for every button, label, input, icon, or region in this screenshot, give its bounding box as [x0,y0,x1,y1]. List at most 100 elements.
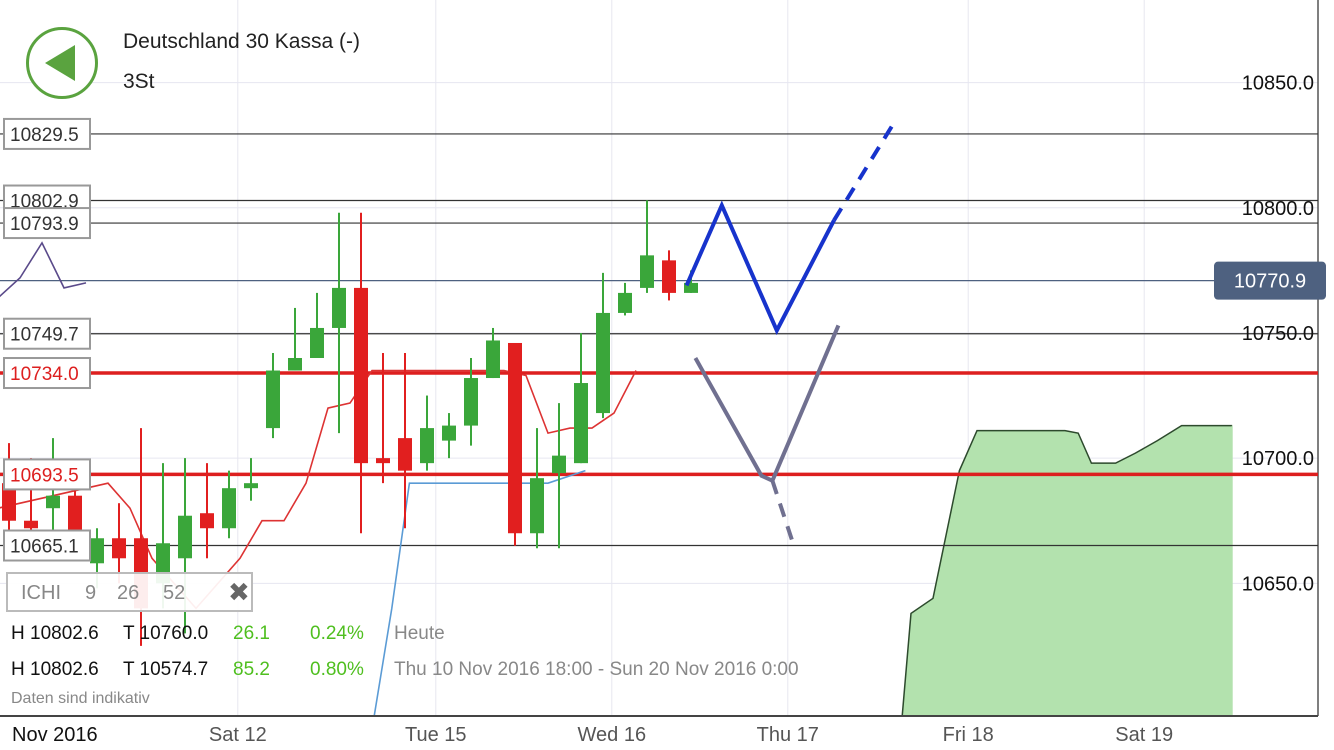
stat-change: 0.24% [310,623,364,644]
horizontal-levels [0,133,1318,547]
candle-up [596,272,610,419]
stat-period: Heute [394,623,445,644]
level-tag-label: 10665.1 [10,537,79,558]
candle-body [552,455,566,474]
level-tag-box [3,458,91,491]
candle-body [486,340,500,379]
indicator-box[interactable]: ICHI 9 26 52 ✖ [6,572,253,612]
stat-low: T 10760.0 [123,623,209,644]
y-tick-label: 10850.0 [1242,73,1314,95]
candle-body [2,483,16,521]
y-tick-label: 10700.0 [1242,448,1314,470]
candle-up [222,470,236,539]
x-tick-label: Sat 12 [209,724,267,746]
level-tag-box [3,207,91,240]
level-tag: 10829.5 [3,117,91,150]
indicator-line [373,469,586,717]
indicator-param: 52 [163,582,186,604]
stat-change: 0.80% [310,659,364,680]
stat-low: T 10574.7 [123,659,209,680]
candle-body [68,495,82,534]
current-price-tag: 10770.9 [1214,261,1326,300]
level-tag-box [3,357,91,390]
level-tag-box [3,529,91,562]
indicator-param: 9 [85,582,97,604]
stat-high: H 10802.6 [11,623,99,644]
level-tag: 10693.5 [3,458,91,491]
candle-body [464,378,478,426]
x-tick-label: Thu 17 [757,724,819,746]
candle-down [398,352,412,529]
stat-range: 85.2 [233,659,270,680]
projection-lines [684,119,898,542]
instrument-title: Deutschland 30 Kassa (-) [123,30,360,53]
candle-body [662,260,676,293]
candle-body [420,428,434,464]
level-tag-label: 10749.7 [10,325,79,346]
back-arrow-icon [45,45,75,81]
candle-body [618,292,632,313]
projection-dashed [770,480,795,542]
indicator-name: ICHI [21,582,61,604]
candle-body [332,287,346,328]
candle-body [508,342,522,534]
cloud-area [902,425,1233,716]
candle-down [112,503,126,584]
disclaimer-text: Daten sind indikativ [11,690,150,707]
candle-body [596,312,610,414]
close-icon[interactable]: ✖ [228,577,250,607]
candle-body [244,483,258,489]
candle-body [90,538,104,564]
x-tick-label: Fri 18 [943,724,994,746]
x-tick-label: Wed 16 [578,724,647,746]
x-tick-label: Tue 15 [405,724,467,746]
projection-line [693,324,841,484]
candle-down [508,342,522,546]
candle-up [266,352,280,439]
level-tag: 10734.0 [3,357,91,390]
projection-dashed [832,119,898,222]
back-button[interactable] [26,27,98,99]
level-tag-label: 10734.0 [10,364,79,385]
level-tag: 10793.9 [3,207,91,240]
x-tick-label: Nov 2016 [12,724,98,746]
candle-up [640,200,654,293]
candle-body [354,287,368,464]
level-tag-box [3,317,91,350]
candle-body [266,370,280,429]
indicator-line [0,241,87,298]
candle-down [134,428,148,646]
ichimoku-cloud [901,424,1233,717]
candle-down [376,352,390,484]
candles [2,200,698,646]
candle-body [288,358,302,371]
candle-up [420,395,434,471]
candle-body [640,255,654,288]
level-tag: 10665.1 [3,529,91,562]
candle-body [398,438,412,471]
timeframe-label[interactable]: 3St [123,70,155,93]
candle-up [288,307,302,371]
candle-body [200,513,214,529]
candle-down [200,463,214,559]
candle-body [530,478,544,534]
level-tags: 10829.510802.910793.910749.710734.010693… [3,117,91,562]
candle-body [222,488,236,529]
candle-up [332,212,346,434]
candle-up [310,292,324,358]
projection-line [684,200,836,336]
stat-range: 26.1 [233,623,270,644]
candle-up [574,332,588,464]
candle-up [244,458,258,501]
candle-up [530,428,544,549]
level-tag-label: 10693.5 [10,465,79,486]
candle-body [178,515,192,559]
cloud-edge [901,424,1233,717]
level-tag-label: 10793.9 [10,214,79,235]
candle-body [442,425,456,441]
x-axis-background [0,717,1334,750]
current-price-label: 10770.9 [1234,271,1306,293]
candle-body [112,538,126,559]
y-axis-labels: 10850.0 10800.0 10750.0 10700.0 10650.0 [1242,73,1314,596]
